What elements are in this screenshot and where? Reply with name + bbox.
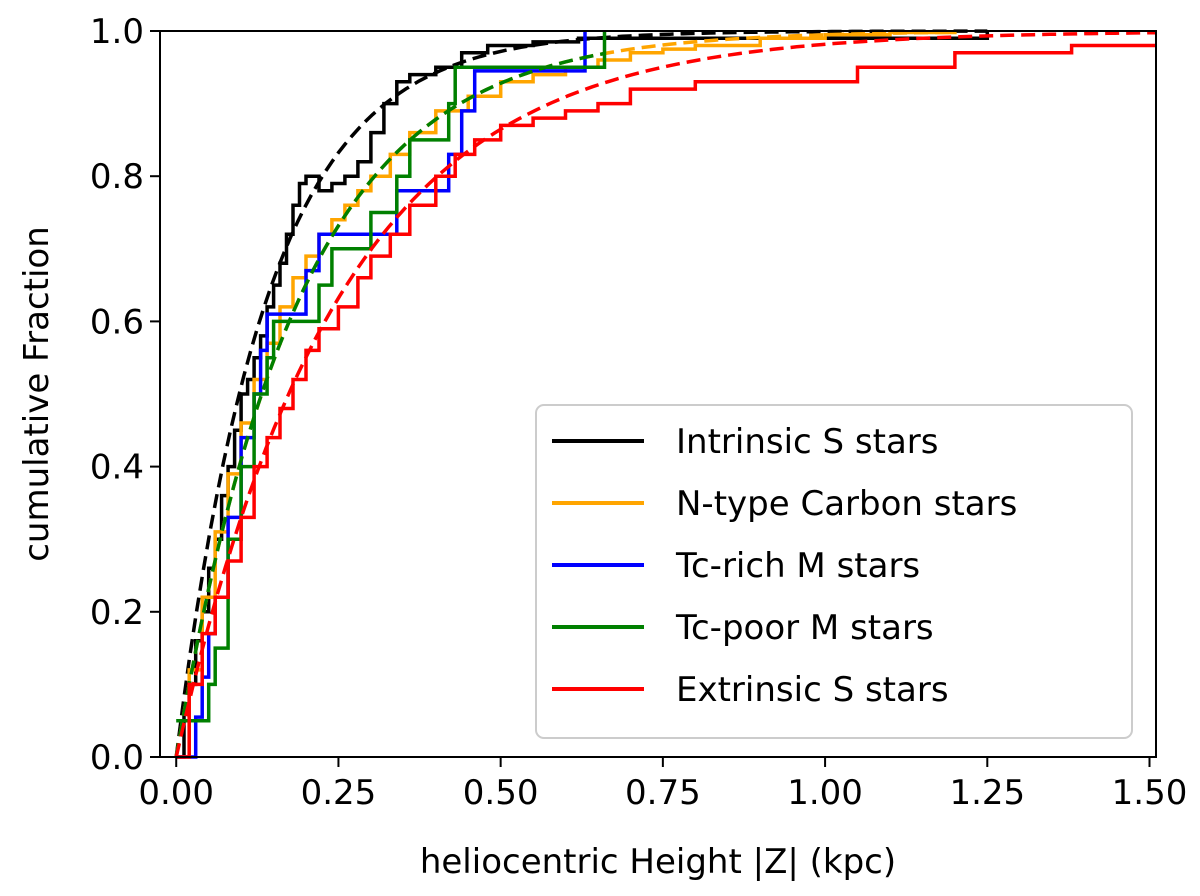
x-tick-label: 1.25 [949, 773, 1025, 813]
x-axis-ticks: 0.00 0.25 0.50 0.75 1.00 1.25 1.50 [138, 757, 1187, 813]
legend-label-tc-rich-m-stars: Tc-rich M stars [675, 546, 920, 586]
series-extrinsic-s-stars-fit [174, 30, 1156, 758]
series-layer [174, 29, 1156, 759]
series-tc-rich-m-stars-step [176, 31, 587, 759]
y-tick-label: 0.0 [90, 738, 144, 778]
legend-label-n-type-carbon-stars: N-type Carbon stars [676, 484, 1017, 524]
x-tick-label: 0.25 [301, 773, 377, 813]
y-tick-label: 1.0 [90, 12, 144, 52]
x-axis-label: heliocentric Height |Z| (kpc) [420, 842, 896, 882]
y-tick-label: 0.8 [90, 157, 144, 197]
series-tc-poor-m-stars-step [176, 31, 607, 723]
x-tick-label: 1.50 [1112, 773, 1188, 813]
legend-label-extrinsic-s-stars: Extrinsic S stars [676, 670, 949, 710]
series-extrinsic-s-stars-step [176, 43, 1156, 759]
y-tick-label: 0.4 [90, 448, 144, 488]
x-tick-label: 0.50 [463, 773, 539, 813]
legend-label-intrinsic-s-stars: Intrinsic S stars [676, 422, 939, 462]
plot-frame [159, 30, 1157, 758]
legend-box [535, 404, 1133, 739]
y-tick-label: 0.6 [90, 302, 144, 342]
y-axis-ticks: 0.0 0.2 0.4 0.6 0.8 1.0 [90, 12, 160, 778]
y-axis-label: cumulative Fraction [17, 226, 57, 562]
y-tick-label: 0.2 [90, 593, 144, 633]
legend-label-tc-poor-m-stars: Tc-poor M stars [675, 608, 934, 648]
legend: Intrinsic S stars N-type Carbon stars Tc-r… [535, 404, 1133, 739]
x-tick-label: 0.75 [625, 773, 701, 813]
series-group [174, 29, 1156, 759]
x-tick-label: 0.00 [138, 773, 214, 813]
series-tc-poor-m-stars-fit [174, 51, 605, 758]
series-n-type-carbon-stars-step [176, 30, 957, 759]
x-tick-label: 1.00 [787, 773, 863, 813]
